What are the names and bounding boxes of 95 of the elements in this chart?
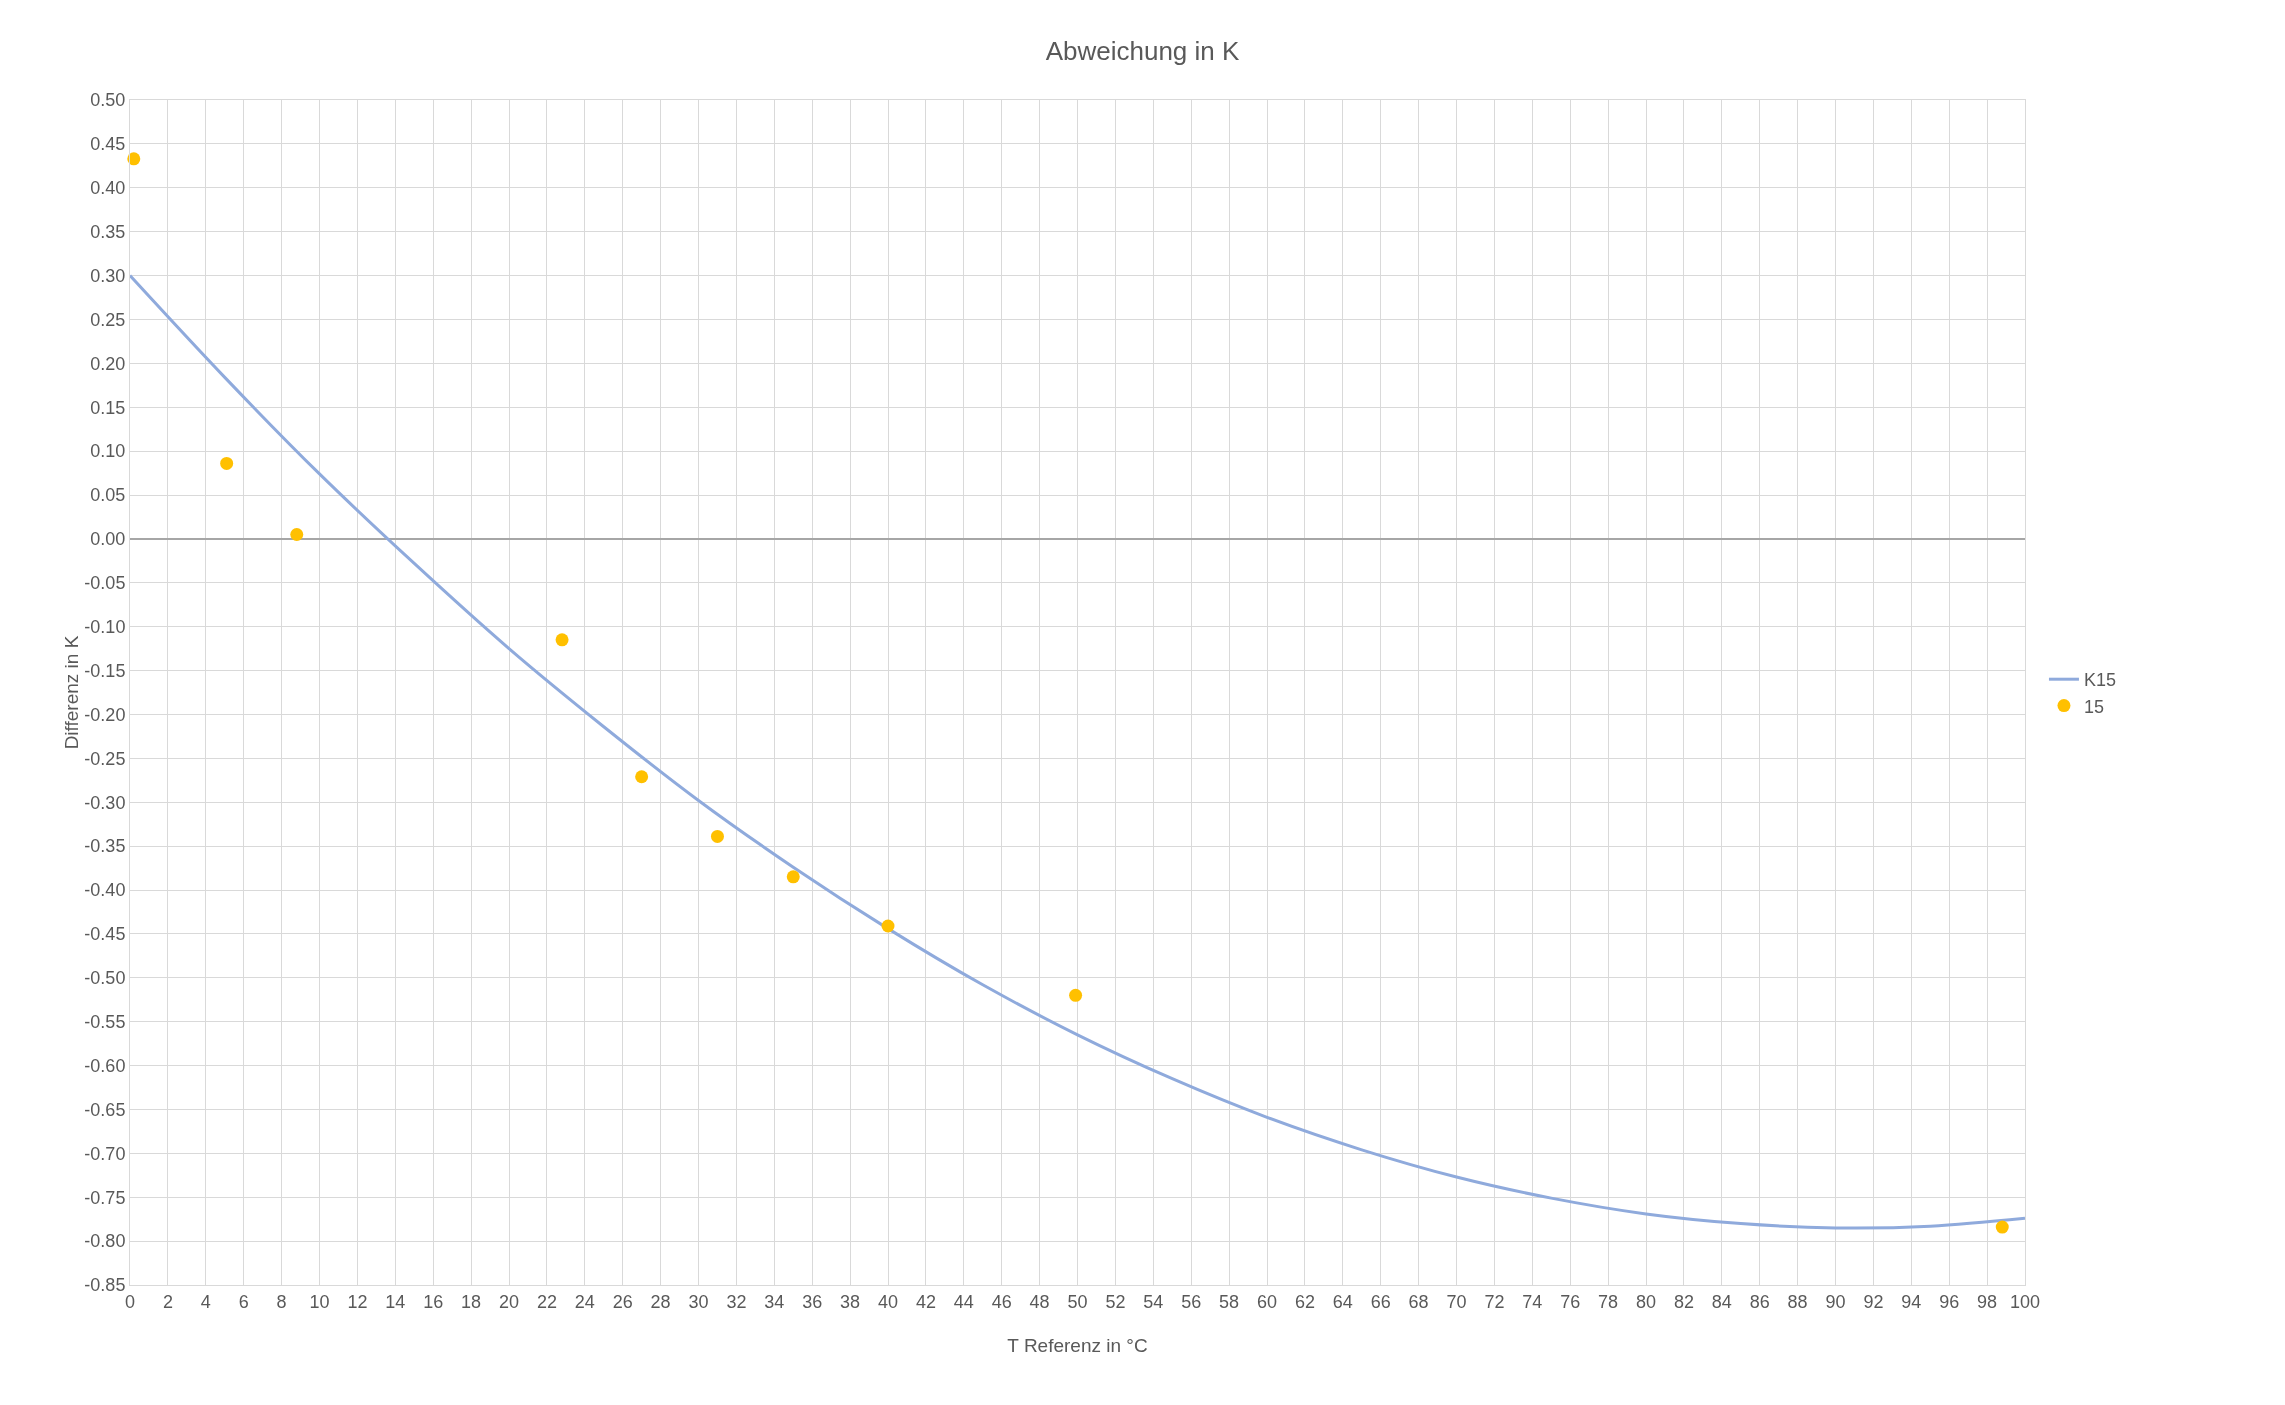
y-tick-label: 0.35 (90, 221, 126, 242)
point (635, 770, 649, 784)
x-tick-label: 2 (162, 1291, 173, 1312)
y-tick-label: -0.10 (84, 616, 126, 637)
y-tick-label: -0.85 (84, 1275, 126, 1296)
point (786, 870, 800, 884)
x-tick-label: 82 (1673, 1291, 1694, 1312)
point (1995, 1220, 2009, 1234)
point (555, 633, 569, 647)
y-tick-label: 0.15 (90, 397, 126, 418)
x-axis-title: T Referenz in °C (1007, 1335, 1148, 1356)
x-tick-label: 42 (915, 1291, 936, 1312)
x-tick-label: 90 (1825, 1291, 1846, 1312)
y-tick-label: -0.25 (84, 748, 126, 769)
x-tick-label: 40 (877, 1291, 899, 1312)
y-tick-label: -0.30 (84, 792, 126, 813)
x-tick-label: 44 (953, 1291, 974, 1312)
x-tick-label: 78 (1598, 1291, 1619, 1312)
x-tick-label: 36 (802, 1291, 823, 1312)
x-tick-label: 94 (1901, 1291, 1922, 1312)
x-tick-label: 72 (1484, 1291, 1505, 1312)
x-tick-label: 70 (1446, 1291, 1467, 1312)
x-tick-label: 4 (200, 1291, 211, 1312)
x-tick-label: 50 (1067, 1291, 1088, 1312)
x-tick-label: 28 (650, 1291, 671, 1312)
x-tick-label: 60 (1256, 1291, 1278, 1312)
point (1069, 988, 1083, 1002)
point (710, 829, 724, 843)
y-tick-label: -0.35 (84, 836, 126, 857)
x-tick-label: 18 (461, 1291, 482, 1312)
x-tick-label: 16 (423, 1291, 444, 1312)
x-tick-label: 48 (1029, 1291, 1050, 1312)
x-tick-label: 62 (1294, 1291, 1315, 1312)
y-tick-label: -0.60 (84, 1055, 126, 1076)
chart-title: Abweichung in K (1045, 36, 1240, 67)
y-tick-label: 0.50 (90, 90, 126, 111)
x-tick-label: 6 (238, 1291, 249, 1312)
x-tick-label: 0 (124, 1291, 136, 1312)
point (127, 152, 141, 166)
x-tick-label: 34 (764, 1291, 785, 1312)
x-tick-label: 30 (688, 1291, 709, 1312)
y-tick-label: 0.00 (90, 529, 126, 550)
x-tick-label: 88 (1787, 1291, 1808, 1312)
y-tick-label: -0.20 (84, 704, 126, 725)
x-tick-label: 68 (1408, 1291, 1429, 1312)
y-tick-label: -0.80 (84, 1231, 126, 1252)
y-tick-label: -0.70 (84, 1143, 126, 1164)
y-tick-label: 0.20 (90, 353, 126, 374)
x-tick-label: 26 (612, 1291, 633, 1312)
y-tick-label: -0.05 (84, 573, 126, 594)
x-tick-label: 84 (1711, 1291, 1732, 1312)
x-tick-label: 64 (1332, 1291, 1353, 1312)
x-tick-label: 100 (2009, 1291, 2041, 1312)
x-tick-label: 96 (1939, 1291, 1960, 1312)
y-tick-label: -0.65 (84, 1099, 126, 1120)
y-tick-label: -0.55 (84, 1011, 126, 1032)
y-tick-label: -0.15 (84, 660, 126, 681)
x-tick-label: 10 (309, 1291, 330, 1312)
legend-label: 15 (2083, 696, 2104, 717)
y-tick-label: 0.10 (90, 441, 126, 462)
y-axis-title: Differenz in K (61, 635, 83, 750)
x-tick-label: 32 (726, 1291, 747, 1312)
y-tick-label: -0.45 (84, 924, 126, 945)
y-tick-label: -0.50 (84, 968, 126, 989)
y-tick-label: 0.25 (90, 309, 126, 330)
y-tick-label: -0.40 (84, 880, 126, 901)
x-tick-label: 66 (1370, 1291, 1391, 1312)
x-tick-label: 56 (1181, 1291, 1202, 1312)
legend-label: K15 (2083, 670, 2116, 691)
point (220, 456, 234, 470)
y-tick-label: -0.75 (84, 1187, 126, 1208)
x-tick-label: 58 (1219, 1291, 1240, 1312)
x-tick-label: 92 (1863, 1291, 1884, 1312)
x-tick-label: 38 (840, 1291, 861, 1312)
x-tick-label: 76 (1560, 1291, 1581, 1312)
x-tick-label: 98 (1977, 1291, 1998, 1312)
x-tick-label: 24 (574, 1291, 595, 1312)
x-tick-label: 74 (1522, 1291, 1543, 1312)
x-tick-label: 14 (385, 1291, 406, 1312)
point (881, 919, 895, 933)
x-tick-label: 54 (1143, 1291, 1164, 1312)
x-tick-label: 52 (1105, 1291, 1126, 1312)
x-tick-label: 86 (1749, 1291, 1770, 1312)
y-tick-label: 0.30 (90, 265, 126, 286)
x-tick-label: 22 (536, 1291, 557, 1312)
x-tick-label: 80 (1635, 1291, 1657, 1312)
y-tick-label: 0.45 (90, 134, 126, 155)
point (290, 528, 304, 541)
x-tick-label: 8 (276, 1291, 287, 1312)
x-tick-label: 20 (498, 1291, 520, 1312)
y-tick-label: 0.05 (90, 485, 126, 506)
y-tick-label: 0.40 (90, 178, 126, 199)
x-tick-label: 46 (991, 1291, 1012, 1312)
x-tick-label: 12 (347, 1291, 368, 1312)
line-series (130, 274, 2025, 1230)
